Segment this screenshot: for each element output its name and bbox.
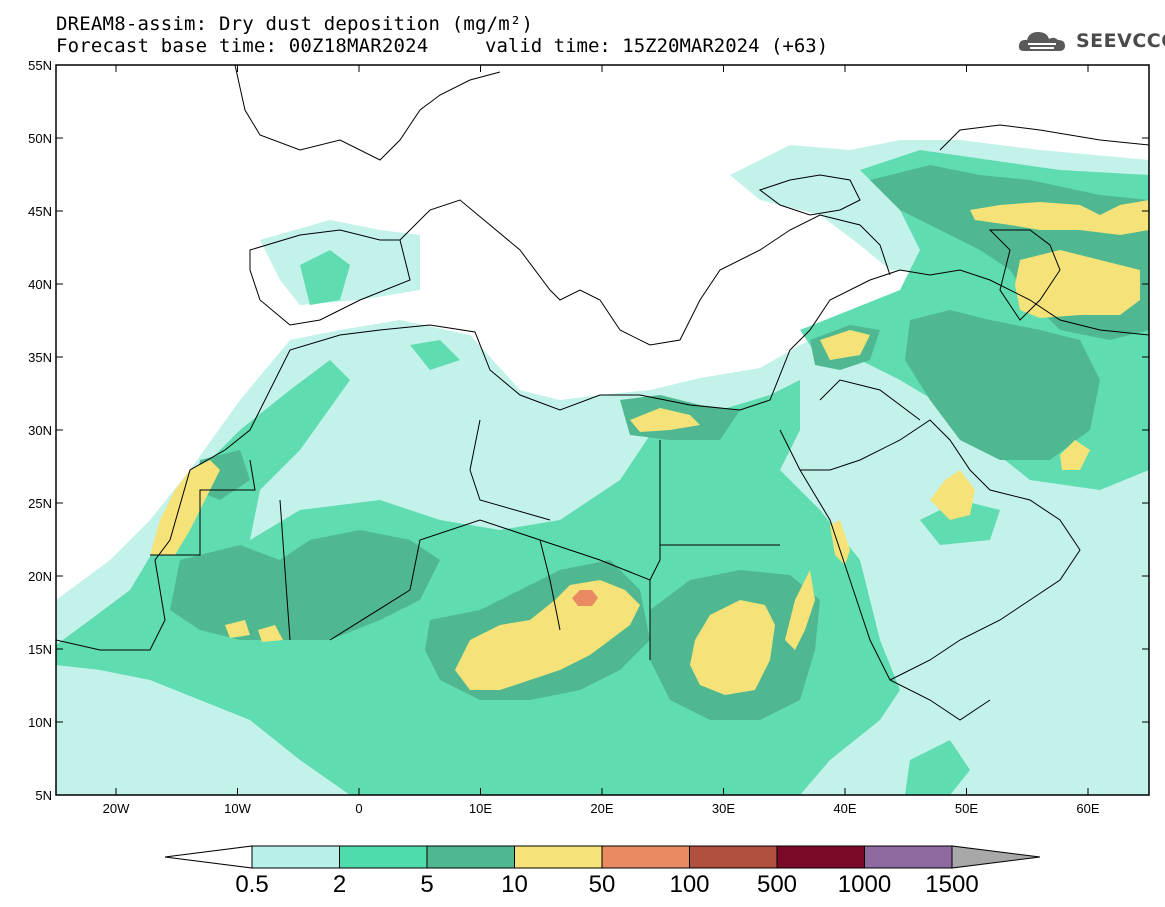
lat-label: 10N [28,715,52,730]
lon-ticks [115,65,1089,795]
colorbar [164,845,1041,869]
lat-label: 45N [28,204,52,219]
lat-label: 35N [28,350,52,365]
forecast-base-time: Forecast base time: 00Z18MAR2024 [56,35,429,57]
lat-labels: 55N 50N 45N 40N 35N 30N 25N 20N 15N 10N 5N [28,58,52,803]
lat-label: 30N [28,423,52,438]
logo-text: SEEVCCC [1076,30,1165,52]
lat-label: 5N [35,788,52,803]
colorbar-high-extend [951,845,1041,869]
cloud-logo-icon [1018,32,1065,51]
coastlines [56,65,1149,721]
colorbar-cell [776,845,865,869]
valid-time: valid time: 15Z20MAR2024 (+63) [485,35,829,57]
lon-label: 10E [469,801,492,816]
colorbar-cell [601,845,690,869]
colorbar-label: 50 [589,871,616,898]
lon-label: 60E [1076,801,1099,816]
colorbar-label: 1000 [838,871,891,898]
lon-label: 30E [712,801,735,816]
colorbar-cell [689,845,778,869]
lat-label: 50N [28,131,52,146]
colorbar-label: 100 [669,871,709,898]
colorbar-label: 10 [501,871,528,898]
dust-fields [56,140,1149,795]
colorbar-cell [864,845,953,869]
colorbar-label: 1500 [925,871,978,898]
lon-label: 40E [833,801,856,816]
lat-label: 15N [28,642,52,657]
lon-label: 20E [590,801,613,816]
lat-label: 20N [28,569,52,584]
seevccc-logo: SEEVCCC [1016,26,1165,56]
colorbar-label: 2 [333,871,346,898]
colorbar-label: 5 [420,871,433,898]
colorbar-label: 500 [757,871,797,898]
colorbar-label: 0.5 [235,871,268,898]
lat-label: 25N [28,496,52,511]
field-high [150,200,1149,695]
lon-label: 50E [955,801,978,816]
lat-ticks [56,64,1149,796]
lon-label: 0 [355,801,362,816]
lon-label: 10W [224,801,251,816]
lat-label: 55N [28,58,52,73]
lat-label: 40N [28,277,52,292]
colorbar-low-extend [164,845,253,869]
colorbar-cell [339,845,428,869]
colorbar-labels: 0.5 2 5 10 50 100 500 1000 1500 [235,871,978,898]
colorbar-cell [251,845,340,869]
colorbar-cell [426,845,515,869]
lon-label: 20W [103,801,130,816]
colorbar-cell [514,845,603,869]
lon-labels: 20W 10W 0 10E 20E 30E 40E 50E 60E [103,801,1100,816]
field-peak [572,590,598,606]
chart-title: DREAM8-assim: Dry dust deposition (mg/m²… [56,13,534,35]
